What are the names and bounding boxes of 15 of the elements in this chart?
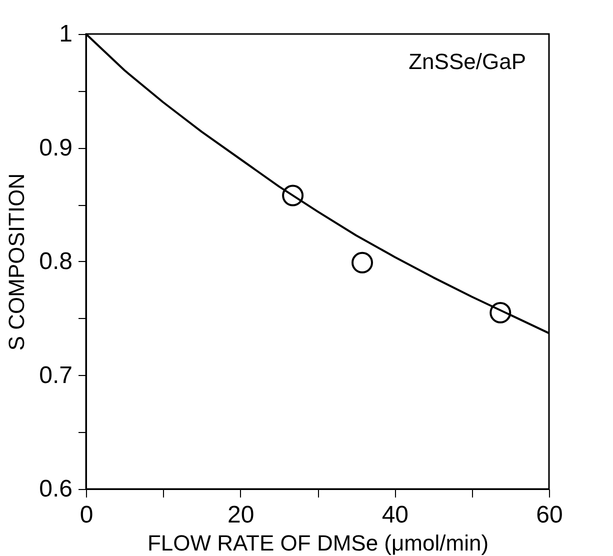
y-tick-label: 0.7 [39, 362, 72, 389]
point [352, 252, 374, 274]
y-axis-title: S COMPOSITION [4, 173, 30, 351]
y-tick-label: 0.6 [39, 476, 72, 502]
y-tick-label: 0.8 [39, 248, 72, 275]
point [490, 302, 512, 324]
x-tick-label: 60 [536, 502, 563, 528]
x-tick-label: 20 [227, 502, 254, 528]
x-axis-title: FLOW RATE OF DMSe (μmol/min) [147, 530, 489, 556]
x-tick-label: 0 [80, 502, 94, 528]
y-tick-label: 0.9 [39, 134, 72, 162]
point [282, 184, 304, 206]
x-tick-label: 40 [382, 502, 409, 528]
annotation: ZnSSe/GaP [408, 49, 526, 74]
y-tick-label: 1 [59, 20, 72, 48]
